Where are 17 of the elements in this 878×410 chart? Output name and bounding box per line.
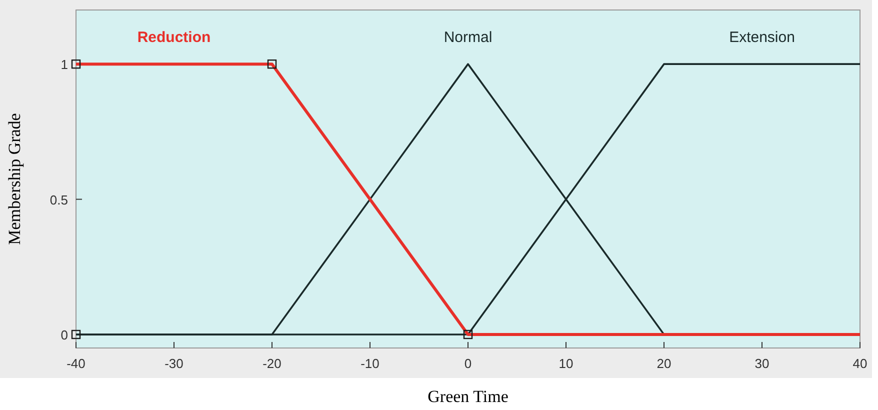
series-label: Normal: [444, 29, 492, 46]
y-tick-label: 1: [60, 57, 68, 72]
y-tick-label: 0: [60, 327, 68, 342]
x-tick-label: -30: [164, 356, 184, 371]
x-tick-label: 20: [656, 356, 672, 371]
series-label: Extension: [729, 29, 795, 46]
x-tick-label: -40: [66, 356, 86, 371]
x-tick-label: 10: [558, 356, 574, 371]
y-axis-title: Membership Grade: [5, 113, 24, 245]
y-tick-label: 0.5: [50, 192, 68, 208]
x-axis-title: Green Time: [428, 387, 508, 406]
x-tick-label: 30: [754, 356, 770, 371]
x-tick-label: 40: [852, 356, 868, 371]
x-tick-label: -10: [360, 356, 380, 371]
series-label: Reduction: [137, 29, 211, 46]
x-tick-label: 0: [464, 356, 472, 371]
x-tick-label: -20: [262, 356, 282, 371]
